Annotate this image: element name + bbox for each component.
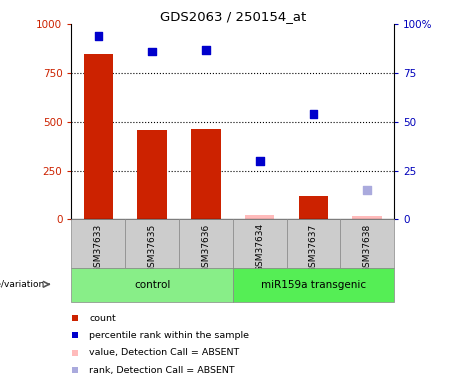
Bar	[287, 219, 340, 268]
Text: GSM37638: GSM37638	[363, 223, 372, 273]
Bar	[125, 219, 179, 268]
Text: genotype/variation: genotype/variation	[0, 280, 44, 289]
Bar	[71, 268, 233, 302]
Point	[202, 47, 210, 53]
Bar	[340, 219, 394, 268]
Bar	[83, 54, 113, 219]
Text: control: control	[134, 280, 170, 290]
Bar	[191, 129, 221, 219]
Bar	[71, 219, 125, 268]
Point	[364, 187, 371, 193]
Bar	[353, 216, 382, 219]
Text: value, Detection Call = ABSENT: value, Detection Call = ABSENT	[89, 348, 239, 357]
Bar	[233, 219, 287, 268]
Bar	[233, 268, 394, 302]
Point	[310, 111, 317, 117]
Text: percentile rank within the sample: percentile rank within the sample	[89, 331, 249, 340]
Text: miR159a transgenic: miR159a transgenic	[261, 280, 366, 290]
Text: GSM37635: GSM37635	[148, 223, 157, 273]
Bar	[179, 219, 233, 268]
Text: count: count	[89, 314, 116, 322]
Point	[148, 49, 156, 55]
Title: GDS2063 / 250154_at: GDS2063 / 250154_at	[160, 10, 306, 23]
Text: GSM37634: GSM37634	[255, 223, 264, 272]
Text: rank, Detection Call = ABSENT: rank, Detection Call = ABSENT	[89, 366, 235, 375]
Text: GSM37637: GSM37637	[309, 223, 318, 273]
Bar	[137, 130, 167, 219]
Bar	[245, 216, 274, 219]
Text: GSM37636: GSM37636	[201, 223, 210, 273]
Point	[95, 33, 102, 39]
Point	[256, 158, 263, 164]
Text: GSM37633: GSM37633	[94, 223, 103, 273]
Bar	[299, 196, 328, 219]
